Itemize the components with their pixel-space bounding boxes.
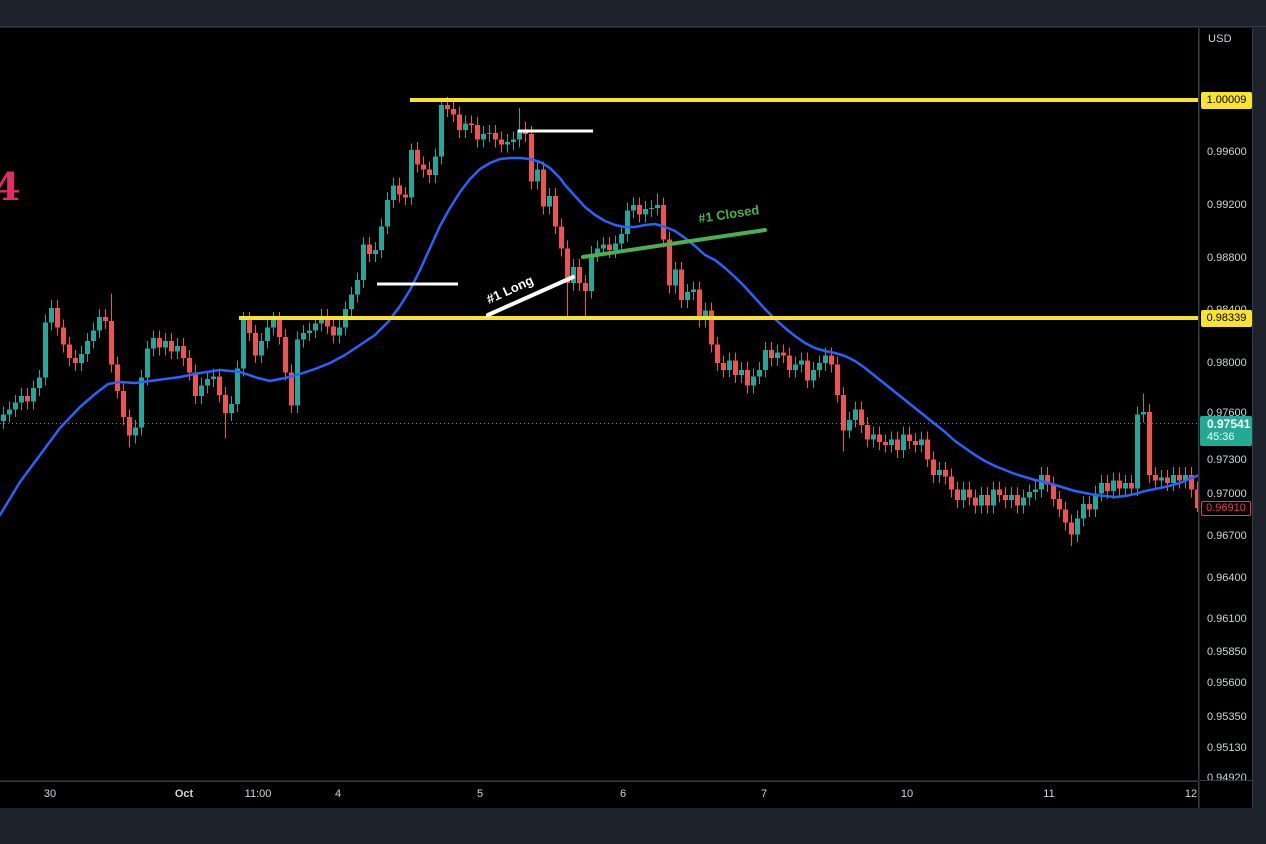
price-tick-label: 0.99600 — [1207, 146, 1247, 158]
top-toolbar — [0, 0, 1266, 27]
time-tick-label: 12 — [1184, 788, 1198, 800]
trend-line-drawing[interactable]: #1 Long — [484, 272, 575, 317]
right-margin-strip — [1254, 28, 1266, 808]
trend-line-label: #1 Closed — [697, 202, 760, 226]
time-tick-label: 11:00 — [244, 788, 272, 800]
price-tick-label: 0.95130 — [1207, 742, 1247, 754]
price-tick-label: 0.99200 — [1207, 199, 1247, 211]
price-tick-label: 0.94920 — [1207, 772, 1247, 784]
price-tick-label: 0.95600 — [1207, 677, 1247, 689]
current-price-countdown-badge: 0.97541 45:36 — [1200, 416, 1252, 446]
chart-pane[interactable]: #1 Long#1 Closed 4 — [0, 28, 1199, 780]
time-tick-label: 6 — [619, 788, 627, 800]
price-tick-label: 0.97000 — [1207, 488, 1247, 500]
price-tick-label: 0.96700 — [1207, 530, 1247, 542]
level-price-badge: 1.00009 — [1201, 92, 1252, 109]
time-tick-label: 30 — [43, 788, 57, 800]
currency-label: USD — [1208, 33, 1232, 45]
time-tick-label: 11 — [1043, 788, 1055, 800]
trend-line-label: #1 Long — [484, 272, 536, 306]
moving-average-line[interactable] — [0, 156, 1199, 517]
time-axis[interactable]: 30 Oct 11:00 4 5 6 7 10 11 12 — [0, 781, 1199, 808]
time-tick-label: 10 — [900, 788, 914, 800]
level-price-badge: 0.98339 — [1201, 310, 1252, 327]
price-tick-label: 0.95850 — [1207, 646, 1247, 658]
time-tick-label: 5 — [476, 788, 484, 800]
price-axis[interactable]: USD 0.996000.992000.988000.984000.980000… — [1200, 28, 1253, 808]
time-tick-label: 7 — [760, 788, 768, 800]
price-tick-label: 0.98800 — [1207, 252, 1247, 264]
time-tick-label: 4 — [334, 788, 342, 800]
price-tick-label: 0.95350 — [1207, 711, 1247, 723]
bottom-margin-strip — [0, 808, 1266, 844]
price-axis-bottom-divider — [1200, 780, 1253, 781]
candlestick-chart[interactable]: #1 Long #1 Closed — [0, 28, 1199, 780]
time-tick-label: Oct — [174, 788, 194, 800]
price-tick-label: 0.97300 — [1207, 454, 1247, 466]
price-tick-label: 0.96100 — [1207, 613, 1247, 625]
last-price-badge: 0.96910 — [1201, 501, 1251, 516]
candles-series[interactable] — [1, 97, 1199, 547]
price-tick-label: 0.96400 — [1207, 572, 1247, 584]
price-tick-label: 0.98000 — [1207, 357, 1247, 369]
